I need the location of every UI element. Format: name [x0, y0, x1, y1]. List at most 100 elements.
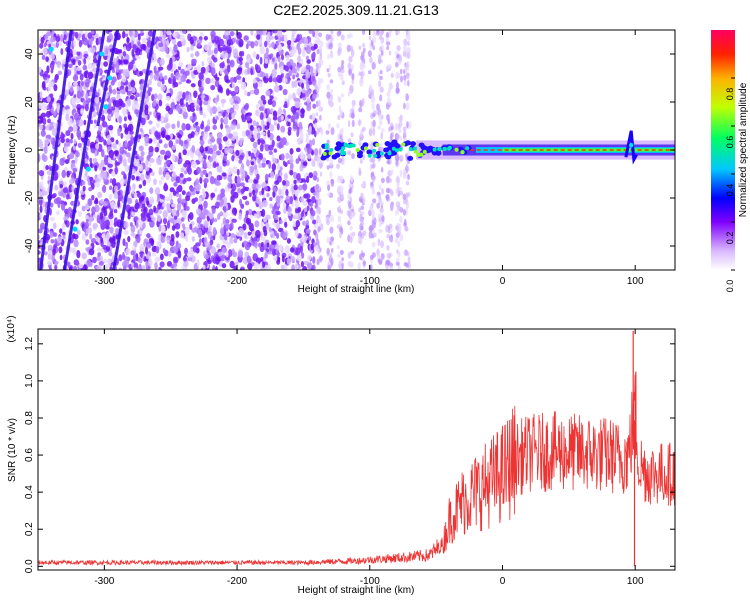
noise-mark [169, 187, 175, 193]
noise-mark [368, 70, 372, 75]
noise-mark [315, 244, 319, 252]
noise-mark [293, 184, 298, 191]
noise-mark [83, 57, 87, 65]
noise-mark [112, 99, 117, 107]
noise-mark [282, 77, 288, 84]
carrier-blob [375, 150, 382, 157]
noise-mark [230, 90, 237, 97]
noise-mark [43, 70, 49, 78]
noise-mark [250, 161, 255, 166]
noise-mark [40, 36, 45, 44]
noise-mark [203, 100, 209, 106]
noise-mark [135, 221, 139, 229]
noise-mark [45, 56, 49, 62]
noise-mark [226, 241, 231, 248]
noise-mark [245, 159, 250, 167]
noise-mark [292, 122, 298, 130]
noise-mark [81, 133, 85, 138]
noise-mark [190, 83, 196, 88]
noise-mark [133, 32, 140, 37]
noise-mark [73, 139, 77, 145]
noise-mark [327, 184, 331, 192]
noise-mark [221, 172, 227, 177]
noise-mark [65, 138, 70, 143]
noise-mark [207, 103, 211, 112]
noise-mark [190, 255, 196, 263]
noise-mark [94, 96, 100, 104]
noise-mark [397, 240, 401, 248]
noise-mark [271, 240, 277, 245]
noise-mark [306, 97, 310, 105]
noise-mark [266, 192, 270, 198]
snr-series [38, 330, 675, 567]
noise-mark [39, 205, 43, 213]
noise-mark [109, 266, 113, 270]
noise-mark [166, 30, 172, 36]
noise-mark [238, 38, 244, 47]
noise-mark [200, 94, 206, 99]
noise-mark [368, 141, 374, 148]
noise-mark [396, 45, 401, 52]
noise-mark [403, 249, 408, 257]
noise-mark [123, 173, 127, 180]
noise-mark [336, 123, 340, 129]
noise-mark [285, 54, 290, 62]
noise-mark [156, 193, 160, 202]
noise-mark [52, 192, 57, 198]
noise-mark [336, 253, 341, 258]
noise-mark [285, 189, 289, 197]
noise-mark [284, 221, 288, 228]
noise-mark [265, 73, 269, 79]
noise-mark [192, 112, 196, 118]
interference-streak [39, 30, 73, 270]
noise-mark [60, 33, 64, 42]
noise-mark [358, 170, 362, 177]
noise-mark [226, 108, 231, 113]
noise-mark [291, 264, 296, 270]
noise-mark [268, 226, 272, 233]
noise-mark [38, 228, 43, 234]
noise-mark [338, 176, 342, 182]
noise-mark [244, 200, 250, 206]
noise-mark [269, 203, 274, 209]
noise-mark [358, 139, 362, 145]
noise-mark [50, 68, 54, 74]
noise-mark [156, 241, 161, 247]
noise-mark [47, 74, 51, 79]
noise-mark [266, 121, 270, 129]
noise-mark [399, 114, 403, 122]
noise-mark [135, 171, 141, 177]
noise-mark [253, 179, 259, 184]
noise-mark [199, 31, 204, 37]
noise-mark [46, 260, 53, 266]
noise-mark [39, 213, 43, 219]
noise-mark [52, 232, 58, 237]
noise-mark [118, 59, 123, 65]
noise-mark [49, 93, 54, 98]
carrier-blob [394, 148, 399, 153]
noise-mark [288, 94, 293, 101]
noise-mark [301, 49, 306, 58]
noise-mark [168, 140, 174, 148]
noise-mark [220, 98, 227, 104]
noise-mark [248, 150, 251, 157]
noise-mark [102, 184, 107, 193]
noise-mark [289, 49, 295, 58]
carrier-blob [410, 141, 417, 147]
y-tick-label: 40 [24, 48, 35, 60]
noise-mark [164, 134, 171, 140]
noise-mark [165, 53, 171, 58]
noise-mark [65, 113, 70, 121]
noise-mark [209, 176, 215, 185]
noise-mark [165, 196, 171, 202]
noise-mark [55, 35, 61, 43]
noise-mark [264, 40, 268, 48]
noise-mark [242, 77, 246, 84]
noise-mark [386, 252, 392, 259]
colorbar: 0.00.20.40.60.8 Normalized spectral ampl… [711, 30, 749, 292]
noise-mark [261, 158, 266, 164]
noise-mark [377, 238, 381, 247]
noise-mark [147, 89, 150, 94]
spectrogram-carrier [320, 130, 675, 165]
noise-mark [348, 201, 352, 209]
